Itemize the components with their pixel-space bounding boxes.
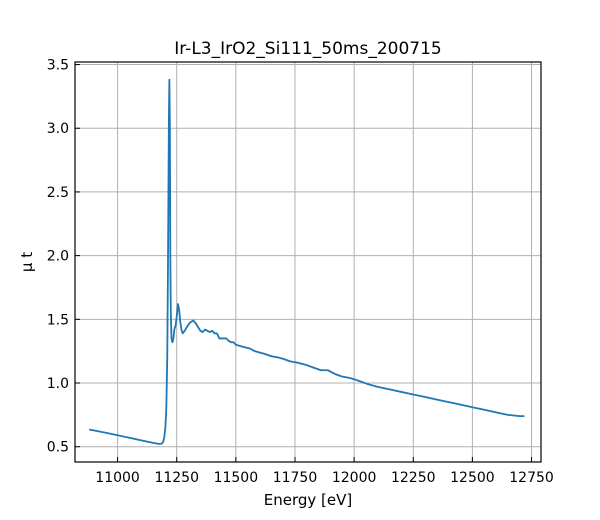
x-tick-label: 11250 — [154, 470, 199, 486]
chart-title: Ir-L3_IrO2_Si111_50ms_200715 — [174, 39, 441, 59]
x-tick-label: 12500 — [450, 470, 495, 486]
x-tick-label: 12750 — [509, 470, 554, 486]
y-tick-label: 2.0 — [47, 249, 69, 265]
y-tick-label: 3.5 — [47, 58, 69, 74]
tick-layer: 11000 11250 11500 11750 12000 12250 12500 12750… — [47, 58, 554, 486]
y-tick-label: 1.0 — [47, 376, 69, 392]
y-axis-label: μ t — [18, 252, 36, 272]
mu-t-series-line — [89, 78, 525, 445]
x-tick-label: 12250 — [391, 470, 436, 486]
plot-frame — [74, 61, 542, 463]
x-tick-label: 12000 — [332, 470, 377, 486]
grid-layer — [75, 62, 541, 462]
y-tick-label: 0.5 — [47, 440, 69, 456]
series-layer — [89, 78, 525, 445]
x-tick-label: 11750 — [273, 470, 318, 486]
x-axis-label: Energy [eV] — [264, 491, 352, 509]
y-tick-label: 3.0 — [47, 121, 69, 137]
x-tick-label: 11000 — [95, 470, 140, 486]
y-tick-label: 1.5 — [47, 312, 69, 328]
x-tick-label: 11500 — [214, 470, 259, 486]
y-tick-label: 2.5 — [47, 185, 69, 201]
